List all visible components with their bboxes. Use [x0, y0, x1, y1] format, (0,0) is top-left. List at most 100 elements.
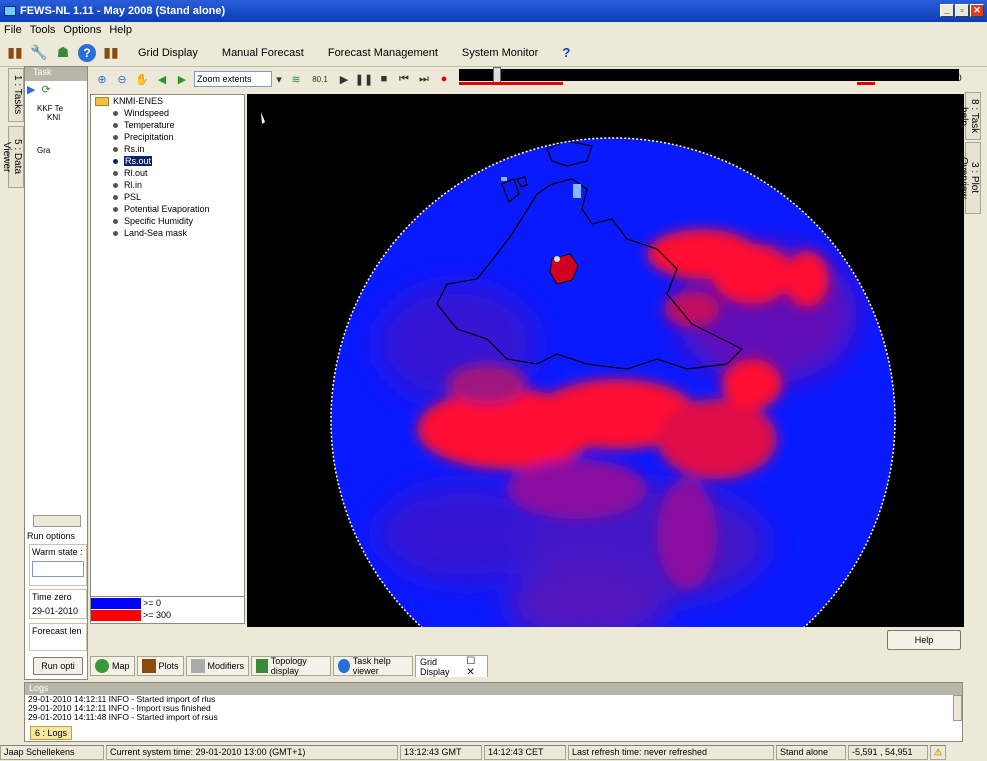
- location-marker: [554, 256, 560, 262]
- toolbar-help[interactable]: ?: [562, 45, 571, 60]
- tab-grid-display[interactable]: Grid Display ☐ ✕: [415, 655, 488, 678]
- toolbar-forecast-management[interactable]: Forecast Management: [327, 46, 438, 59]
- pan-hand-icon[interactable]: ✋: [135, 73, 149, 86]
- refresh-icon[interactable]: ⟳: [41, 84, 51, 96]
- record-icon[interactable]: ●: [440, 73, 448, 85]
- tree-root[interactable]: KNMI-ENES: [95, 95, 244, 107]
- status-bar: Jaap Schellekens Current system time: 29…: [0, 744, 987, 761]
- chart-icon[interactable]: ▮▮: [7, 44, 23, 60]
- side-tab-plot-overview[interactable]: 3 : Plot Overview: [958, 142, 981, 214]
- pause-icon[interactable]: ❚❚: [354, 73, 374, 86]
- minimize-button[interactable]: _: [940, 4, 954, 17]
- toolbar-grid-display[interactable]: Grid Display: [138, 46, 198, 59]
- log-line: 29-01-2010 14:12:11 INFO - Import rsus f…: [28, 703, 211, 713]
- bullet-icon: [113, 134, 118, 140]
- side-tab-task-help[interactable]: 8 : Task help: [958, 92, 981, 140]
- uk-outline: [501, 178, 520, 203]
- tree-item[interactable]: Rs.in: [113, 143, 244, 155]
- run-icon[interactable]: ▶: [27, 84, 36, 96]
- horizontal-scrollbar[interactable]: [33, 515, 81, 527]
- tree-item[interactable]: Potential Evaporation: [113, 203, 244, 215]
- forward-icon[interactable]: ▶: [177, 73, 187, 86]
- tree-item[interactable]: Temperature: [113, 119, 244, 131]
- maximize-button[interactable]: ▫: [955, 4, 969, 17]
- tree-item[interactable]: Specific Humidity: [113, 215, 244, 227]
- tab-task-help-label: Task help viewer: [352, 656, 391, 676]
- zoom-out-icon[interactable]: ⊖: [117, 73, 127, 86]
- task-item[interactable]: Gra: [37, 146, 51, 155]
- status-user: Jaap Schellekens: [0, 745, 104, 760]
- title-bar: FEWS-NL 1.11 - May 2008 (Stand alone) _ …: [0, 0, 987, 22]
- tree-items: Windspeed Temperature Precipitation Rs.in Rs…: [91, 107, 244, 239]
- legend-row-low: >= 0: [91, 597, 244, 609]
- side-tab-data-viewer[interactable]: 5 : Data Viewer: [1, 126, 24, 188]
- log-line: 29-01-2010 14:11:48 INFO - Started impor…: [28, 712, 218, 722]
- bullet-icon: [113, 146, 118, 152]
- tree-item[interactable]: Rl.in: [113, 179, 244, 191]
- tree-item-label: Rs.in: [124, 144, 145, 154]
- bar-chart-icon[interactable]: ▮▮: [103, 44, 119, 60]
- tree-item[interactable]: Precipitation: [113, 131, 244, 143]
- tree-item[interactable]: PSL: [113, 191, 244, 203]
- layers-icon[interactable]: ≋: [291, 73, 301, 86]
- time-zero-value: 29-01-2010: [32, 606, 79, 616]
- task-item[interactable]: KNI: [47, 113, 61, 122]
- menu-tools[interactable]: Tools: [29, 24, 56, 36]
- tab-map[interactable]: Map: [90, 656, 135, 676]
- logs-scrollbar[interactable]: [953, 695, 962, 721]
- help-button[interactable]: Help: [887, 630, 961, 650]
- folder-icon: [95, 96, 109, 106]
- side-tab-tasks[interactable]: 1 : Tasks: [8, 68, 24, 122]
- first-frame-icon[interactable]: ⏮: [399, 72, 409, 85]
- bullet-icon: [113, 182, 118, 188]
- back-icon[interactable]: ◀: [157, 73, 167, 86]
- task-item[interactable]: KKF Te: [37, 104, 64, 113]
- run-options-button[interactable]: Run opti: [33, 657, 83, 675]
- next-frame-icon[interactable]: ⏭: [419, 72, 429, 85]
- dropdown-icon[interactable]: ▾: [276, 73, 282, 86]
- europe-outline: [436, 178, 744, 370]
- status-gmt: 13:12:43 GMT: [400, 745, 482, 760]
- task-tree: KKF Te KNI Gra: [25, 104, 87, 155]
- close-tab-icon[interactable]: ☐ ✕: [466, 655, 476, 678]
- run-options-title: Run options: [27, 531, 76, 541]
- bullet-icon: [113, 230, 118, 236]
- toolbar-system-monitor[interactable]: System Monitor: [461, 46, 539, 59]
- logs-tab[interactable]: 6 : Logs: [30, 726, 73, 740]
- help-circle-icon[interactable]: ?: [78, 43, 96, 62]
- topology-icon[interactable]: ☗: [56, 44, 70, 60]
- warning-icon[interactable]: ⚠: [930, 745, 946, 760]
- tree-item[interactable]: Land-Sea mask: [113, 227, 244, 239]
- app-icon: [4, 6, 16, 16]
- tab-modifiers[interactable]: Modifiers: [185, 656, 250, 676]
- tree-item-label: Land-Sea mask: [124, 228, 188, 238]
- map-view[interactable]: [247, 94, 964, 627]
- zoom-select[interactable]: Zoom extents: [194, 71, 272, 87]
- play-icon[interactable]: ▶: [339, 73, 349, 86]
- tab-plots[interactable]: Plots: [136, 656, 184, 676]
- menu-help[interactable]: Help: [109, 24, 132, 36]
- wrench-icon[interactable]: 🔧: [30, 44, 48, 60]
- status-refresh: Last refresh time: never refreshed: [568, 745, 774, 760]
- time-slider-thumb[interactable]: [493, 67, 501, 83]
- zoom-in-icon[interactable]: ⊕: [97, 73, 107, 86]
- menu-options[interactable]: Options: [63, 24, 102, 36]
- stop-icon[interactable]: ■: [380, 73, 388, 85]
- current-time: 08-03-1990 13:00:00: [878, 73, 962, 83]
- tab-topology-display[interactable]: Topology display: [251, 656, 332, 676]
- tasks-panel-header: Task: [25, 67, 87, 81]
- warm-state-field[interactable]: [32, 561, 84, 577]
- status-mode: Stand alone: [776, 745, 846, 760]
- toolbar-manual-forecast[interactable]: Manual Forecast: [221, 46, 304, 59]
- tree-item[interactable]: Rs.out: [113, 155, 244, 167]
- tree-item[interactable]: Rl.out: [113, 167, 244, 179]
- warm-state-label: Warm state :: [32, 547, 83, 557]
- tab-task-help-viewer[interactable]: Task help viewer: [333, 656, 414, 676]
- menu-file[interactable]: File: [4, 24, 22, 36]
- tab-plots-label: Plots: [158, 661, 179, 671]
- status-cet: 14:12:43 CET: [484, 745, 566, 760]
- time-zero-label: Time zero: [32, 592, 72, 602]
- globe-map: [247, 94, 964, 627]
- tree-item[interactable]: Windspeed: [113, 107, 244, 119]
- close-button[interactable]: ✕: [970, 4, 984, 17]
